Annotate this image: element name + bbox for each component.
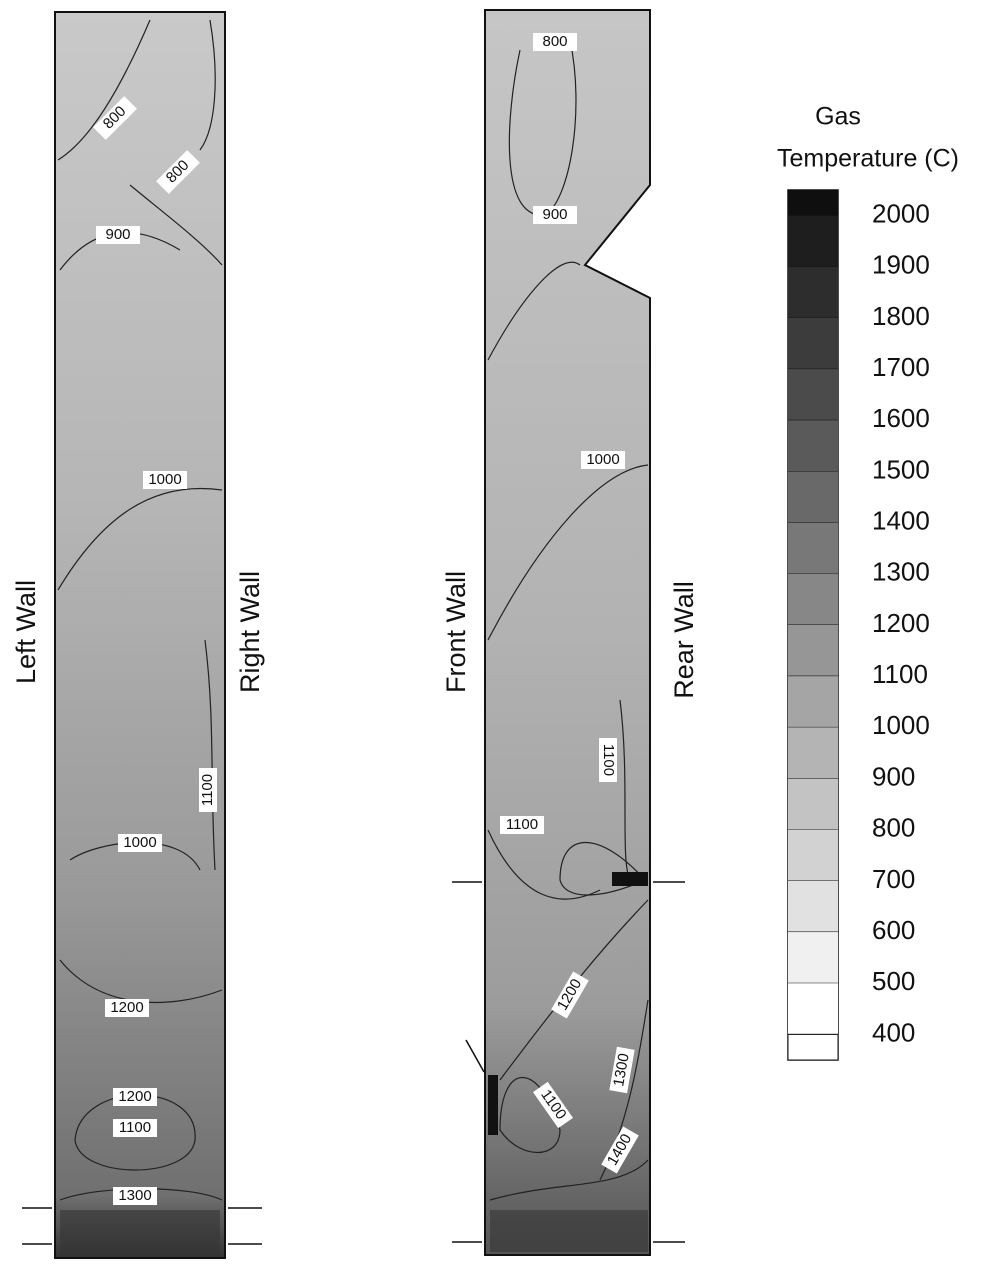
arrows <box>22 881 685 1245</box>
contour-label-bg <box>601 1126 639 1174</box>
contour-label: 1300 <box>118 1187 151 1204</box>
colorbar-tick-label: 1900 <box>872 250 930 280</box>
wall-label: Right Wall <box>235 571 265 693</box>
colorbar-band <box>787 1033 839 1061</box>
contour-label: 1000 <box>123 834 156 851</box>
colorbar-band <box>788 778 838 830</box>
colorbar-title: Gas <box>815 103 861 131</box>
contour-label-bg <box>533 1081 573 1129</box>
contour-label-bg <box>609 1046 635 1094</box>
contour-label-bg <box>599 738 617 782</box>
contour-label-bg <box>113 1088 157 1106</box>
colorbar-band <box>788 880 838 933</box>
wall-label: Front Wall <box>441 571 471 693</box>
contours-right <box>487 39 649 1201</box>
contour-label-bg <box>118 834 162 852</box>
contour-label: 1100 <box>119 1119 151 1136</box>
colorbar-title: Temperature (C) <box>777 145 959 173</box>
colorbar-tick-label: 1100 <box>872 659 928 689</box>
colorbar-band <box>788 215 838 267</box>
colorbar-band <box>788 266 838 318</box>
contour-label: 1000 <box>586 451 619 468</box>
colorbar-band <box>788 190 838 216</box>
colorbar-band <box>788 573 838 625</box>
contour-label-bg <box>581 451 625 469</box>
colorbar-band <box>788 522 838 574</box>
contour-label-bg <box>113 1187 157 1205</box>
colorbar-tick-label: 400 <box>872 1017 915 1047</box>
colorbar-band <box>788 625 838 677</box>
contour-label-bg <box>105 999 149 1017</box>
colorbar-tick-label: 1000 <box>872 710 930 740</box>
colorbar-band <box>788 983 838 1035</box>
colorbar-band <box>788 932 838 984</box>
colorbar-band <box>788 420 838 472</box>
burner-zone <box>60 1210 220 1255</box>
colorbar-tick-label: 1800 <box>872 301 930 331</box>
contour-label-bg <box>113 1119 157 1137</box>
colorbar-tick-label: 700 <box>872 864 915 894</box>
colorbar-tick-label: 1200 <box>872 608 930 638</box>
contour-label-bg <box>533 33 577 51</box>
contour-label-bg <box>143 471 187 489</box>
colorbar-tick-label: 1500 <box>872 454 930 484</box>
contour-label: 1200 <box>110 999 143 1016</box>
wall-label: Rear Wall <box>669 581 699 699</box>
contour-label: 1300 <box>610 1052 633 1088</box>
contour-label: 1200 <box>118 1088 151 1105</box>
wall-label: Left Wall <box>11 580 41 684</box>
colorbar-band <box>788 727 838 779</box>
contour-label-bg <box>551 971 589 1019</box>
colorbar-tick-label: 500 <box>872 966 915 996</box>
contour-label: 800 <box>542 33 567 50</box>
colorbar-tick-label: 1400 <box>872 506 930 536</box>
contour-label-bg <box>156 150 200 194</box>
contour-label-bg <box>96 226 140 244</box>
colorbar-tick-label: 2000 <box>872 198 930 228</box>
jet <box>488 1075 498 1135</box>
burner-zone <box>490 1210 648 1252</box>
contour-label: 900 <box>542 206 567 223</box>
contour-label-bg <box>500 816 544 834</box>
contour-label: 900 <box>105 226 130 243</box>
colorbar-band <box>788 471 838 523</box>
panel-left <box>54 11 226 1259</box>
colorbar-tick-label: 800 <box>872 813 915 843</box>
contour-label-bg <box>199 768 217 812</box>
colorbar-tick-label: 600 <box>872 915 915 945</box>
colorbar-tick-label: 1700 <box>872 352 930 382</box>
contour-label: 1100 <box>600 744 617 776</box>
contour-label: 1000 <box>148 471 181 488</box>
colorbar-band <box>788 369 838 421</box>
contour-label-bg <box>533 206 577 224</box>
colorbar-band <box>788 317 838 370</box>
colorbar-tick-label: 1300 <box>872 557 930 587</box>
colorbar-tick-label: 900 <box>872 761 915 791</box>
colorbar-band <box>788 676 838 728</box>
colorbar-tick-label: 1600 <box>872 403 930 433</box>
contour-label: 1100 <box>506 816 538 833</box>
contour-label-bg <box>93 96 137 140</box>
jet <box>612 872 648 886</box>
colorbar-band <box>788 829 838 881</box>
contour-label: 1100 <box>199 774 216 806</box>
